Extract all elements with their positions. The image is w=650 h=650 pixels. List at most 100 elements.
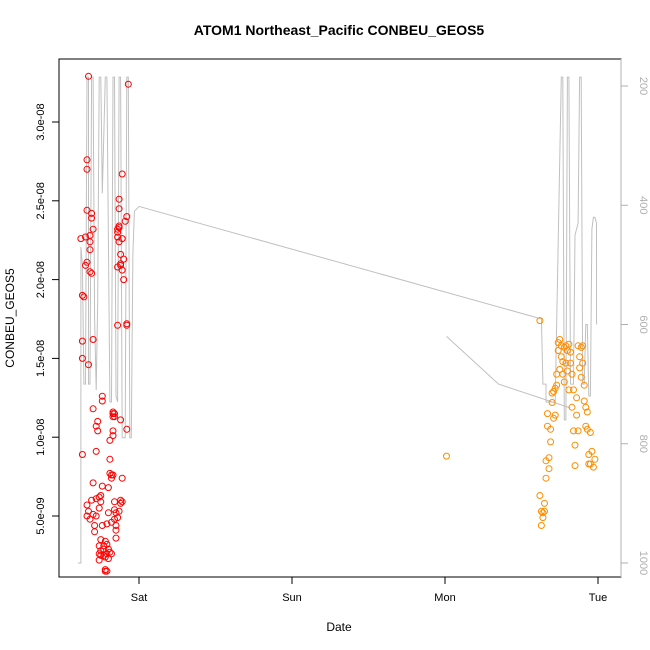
data-point	[536, 317, 544, 325]
data-point	[545, 454, 553, 462]
data-point	[89, 225, 97, 233]
data-point	[106, 548, 114, 556]
data-point	[576, 353, 584, 361]
data-point	[548, 389, 556, 397]
data-point	[109, 432, 117, 440]
data-point	[95, 556, 103, 564]
pressure-line-secondary	[446, 336, 571, 409]
y-tick-label: 1.5e-08	[35, 340, 47, 377]
data-point	[559, 370, 567, 378]
data-point	[120, 255, 128, 263]
x-tick-label: Tue	[589, 592, 608, 604]
data-point	[95, 493, 103, 501]
data-point	[78, 291, 86, 299]
data-point	[577, 343, 585, 351]
data-point	[118, 266, 126, 274]
data-point	[85, 361, 92, 369]
data-point	[121, 217, 129, 225]
data-point	[586, 429, 594, 436]
data-point	[571, 441, 579, 449]
data-point	[92, 422, 100, 430]
data-point	[108, 474, 115, 482]
data-point	[95, 542, 103, 550]
data-point	[77, 235, 85, 243]
data-point	[570, 427, 577, 435]
data-point	[114, 225, 122, 233]
data-point	[573, 411, 581, 419]
data-point	[83, 258, 91, 266]
data-point	[95, 504, 103, 512]
data-point	[98, 392, 106, 400]
data-point	[91, 528, 99, 536]
data-point	[544, 410, 551, 418]
y-tick-label: 3.0e-08	[35, 103, 47, 140]
pressure-line-group	[77, 76, 597, 564]
data-point	[83, 165, 91, 173]
data-point	[86, 246, 94, 254]
y-axis: 5.0e-09 1.0e-08 1.5e-08 2.0e-08 2.5e-08 3.0e-…	[35, 103, 60, 535]
data-point	[104, 484, 112, 492]
data-point	[104, 555, 112, 563]
data-point	[123, 321, 131, 329]
data-point	[537, 522, 545, 529]
data-point	[547, 425, 555, 433]
data-point	[88, 269, 96, 277]
data-point	[117, 250, 125, 258]
data-point	[579, 342, 587, 350]
data-point	[577, 373, 585, 381]
data-point	[78, 337, 86, 345]
data-point	[89, 336, 97, 343]
data-point	[88, 214, 96, 222]
data-point	[539, 509, 547, 517]
data-point	[88, 209, 96, 217]
data-point	[94, 427, 102, 435]
data-point	[112, 526, 120, 534]
data-point	[78, 451, 86, 458]
data-point	[112, 534, 120, 542]
data-point	[573, 394, 581, 402]
y2-tick-label: 600	[637, 315, 649, 333]
data-point	[568, 403, 576, 411]
data-point	[114, 233, 122, 241]
y2-tick-label: 800	[637, 435, 649, 453]
data-point	[118, 235, 126, 243]
data-point	[567, 348, 574, 356]
data-point	[541, 499, 548, 507]
y-tick-label: 2.0e-08	[35, 261, 47, 298]
data-point	[568, 370, 576, 378]
data-point	[542, 474, 550, 482]
data-point	[98, 397, 106, 405]
data-point	[94, 417, 102, 425]
data-point	[553, 381, 561, 389]
data-point	[574, 427, 582, 435]
data-point	[118, 474, 126, 482]
y-tick-label: 1.0e-08	[35, 419, 47, 456]
data-point	[580, 381, 588, 389]
data-point	[537, 507, 545, 515]
data-point	[588, 447, 596, 455]
data-point	[563, 367, 571, 375]
data-point	[92, 512, 100, 520]
data-point	[118, 498, 126, 506]
y2-tick-label: 200	[637, 77, 649, 95]
data-point	[88, 496, 96, 504]
data-point	[548, 399, 556, 406]
data-point	[118, 170, 126, 178]
data-point	[562, 359, 570, 367]
points-group	[77, 72, 599, 575]
x-tick-label: Sun	[282, 592, 302, 604]
data-point	[86, 515, 94, 523]
data-point	[111, 498, 118, 506]
data-point	[551, 411, 559, 419]
data-point	[101, 566, 109, 574]
data-point	[571, 462, 579, 470]
data-point	[109, 408, 117, 416]
data-point	[536, 492, 544, 499]
data-point	[78, 354, 86, 362]
data-point	[117, 416, 125, 424]
data-point	[583, 408, 591, 416]
data-point	[124, 80, 132, 88]
data-point	[111, 410, 118, 418]
data-point	[97, 492, 105, 499]
data-point	[83, 156, 91, 164]
